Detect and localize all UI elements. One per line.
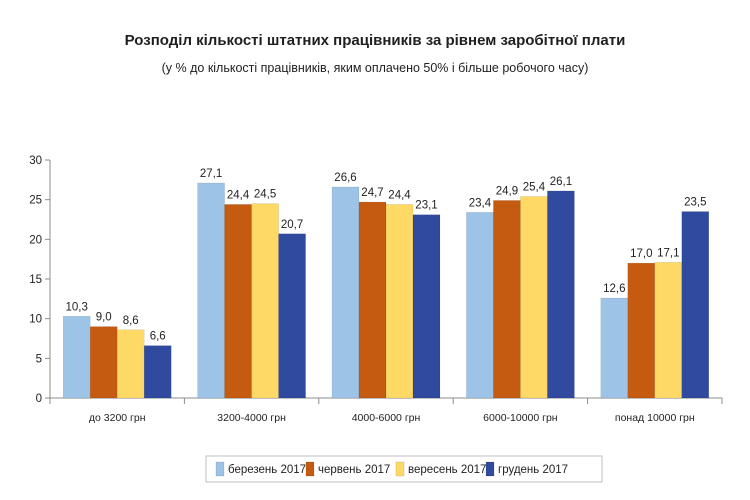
bar [143, 345, 172, 399]
data-label: 24,5 [254, 189, 276, 201]
bar [654, 262, 683, 399]
chart-subtitle: (у % до кількості працівників, яким опла… [162, 61, 589, 75]
bar [224, 204, 252, 399]
y-tick-label: 30 [29, 155, 42, 167]
data-label: 24,4 [227, 189, 250, 201]
y-tick-label: 15 [29, 274, 42, 286]
legend-swatch [305, 461, 315, 477]
bar [278, 233, 306, 399]
bar [547, 190, 575, 399]
bar [520, 196, 548, 399]
category-label: понад 10000 грн [615, 412, 695, 424]
y-tick-label: 20 [29, 234, 42, 246]
data-label: 23,5 [684, 197, 706, 209]
legend-label: грудень 2017 [498, 464, 568, 476]
data-label: 20,7 [281, 219, 303, 231]
data-label: 26,6 [334, 172, 356, 184]
legend-swatch [215, 461, 225, 477]
data-label: 23,4 [469, 197, 492, 209]
data-label: 24,7 [361, 187, 383, 199]
data-label: 25,4 [523, 181, 546, 193]
legend-label: вересень 2017 [408, 464, 486, 476]
data-label: 24,9 [496, 185, 518, 197]
category-label: 3200-4000 грн [217, 412, 286, 424]
data-label: 23,1 [415, 200, 437, 212]
bar [89, 326, 118, 399]
bar [385, 204, 414, 399]
y-tick-label: 25 [29, 195, 42, 207]
bar [627, 262, 656, 399]
category-label: до 3200 грн [89, 412, 146, 424]
legend-swatch [395, 461, 405, 477]
bar [251, 203, 279, 399]
plot-area: 0 5 10 15 20 25 30 10,3 9,0 8,6 6,6 до 3200 грн 27,1… [29, 155, 723, 424]
data-label: 17,0 [630, 248, 652, 260]
data-label: 10,3 [66, 301, 88, 313]
data-label: 24,4 [388, 189, 411, 201]
bar [62, 316, 91, 399]
y-tick-label: 10 [29, 314, 42, 326]
bar [197, 182, 225, 399]
data-label: 9,0 [96, 312, 112, 324]
bar [331, 186, 360, 399]
legend-label: червень 2017 [318, 464, 390, 476]
y-tick-label: 0 [36, 393, 42, 405]
bar [466, 212, 494, 399]
category-label: 6000-10000 грн [483, 412, 558, 424]
bar [116, 329, 145, 399]
data-label: 17,1 [657, 247, 679, 259]
bar [493, 200, 521, 399]
bar [412, 214, 441, 399]
bar [681, 211, 710, 399]
data-label: 8,6 [123, 315, 139, 327]
y-tick-label: 5 [36, 353, 42, 365]
data-label: 12,6 [603, 283, 625, 295]
chart-title: Розподіл кількості штатних працівників з… [125, 32, 626, 49]
data-label: 26,1 [550, 176, 572, 188]
category-label: 4000-6000 грн [352, 412, 421, 424]
data-label: 27,1 [200, 168, 222, 180]
legend: березень 2017 червень 2017 вересень 2017 гр… [205, 455, 603, 483]
bar [600, 297, 629, 399]
legend-swatch [485, 461, 495, 477]
bar [358, 201, 387, 399]
data-label: 6,6 [150, 331, 166, 343]
legend-label: березень 2017 [228, 464, 306, 476]
